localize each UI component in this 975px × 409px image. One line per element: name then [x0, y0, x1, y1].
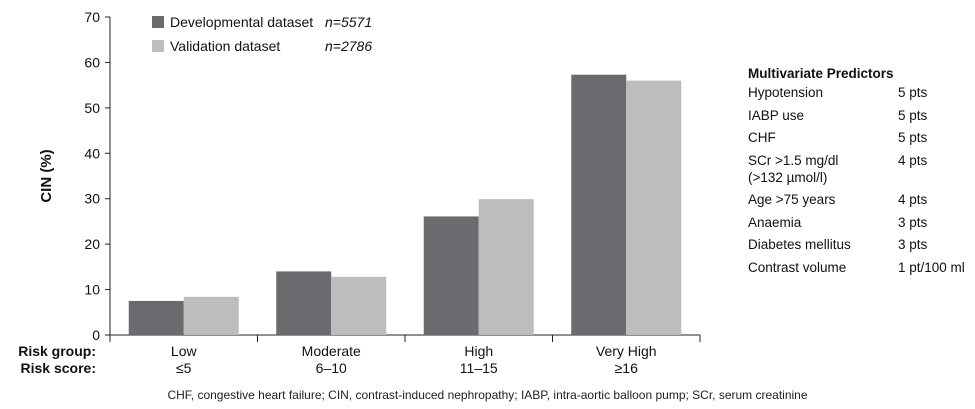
predictor-row: Contrast volume 1 pt/100 ml [748, 259, 975, 276]
x-risk-score-label: 6–10 [316, 360, 347, 376]
predictor-points: 5 pts [898, 130, 928, 145]
predictor-row: IABP use 5 pts [748, 107, 975, 124]
legend-label: Developmental dataset [170, 14, 313, 30]
legend-n-label: n=5571 [325, 14, 372, 30]
x-risk-score-label: 11–15 [460, 360, 498, 376]
bar-developmental [423, 216, 479, 335]
predictor-name: Anaemia [748, 214, 802, 230]
y-tick-label: 60 [84, 54, 100, 70]
predictor-points: 4 pts [898, 192, 928, 207]
bar-developmental [571, 74, 627, 336]
bar-developmental [276, 271, 332, 335]
predictor-points: 4 pts [898, 152, 928, 168]
predictor-row: Age >75 years 4 pts [748, 191, 975, 208]
predictor-row: CHF 5 pts [748, 129, 975, 146]
y-tick-label: 70 [84, 9, 100, 25]
predictor-points: 1 pt/100 ml [898, 259, 965, 275]
bar-validation [478, 199, 534, 335]
predictor-points: 3 pts [898, 237, 928, 252]
bar-validation [626, 80, 682, 335]
predictor-name: SCr >1.5 mg/dl (>132 µmol/l) [748, 152, 839, 185]
bar-developmental [128, 300, 184, 335]
predictor-row: Anaemia 3 pts [748, 214, 975, 231]
predictor-name: Diabetes mellitus [748, 237, 851, 252]
predictor-row: SCr >1.5 mg/dl (>132 µmol/l) 4 pts [748, 152, 975, 186]
x-category-label: Moderate [302, 343, 361, 359]
y-tick-label: 50 [84, 100, 100, 116]
predictor-row: Hypotension 5 pts [748, 84, 975, 101]
x-risk-score-label: ≤5 [176, 360, 192, 376]
legend-label: Validation dataset [170, 38, 280, 54]
x-category-label: Low [171, 343, 198, 359]
x-category-label: High [464, 343, 493, 359]
x-risk-score-label: ≥16 [615, 360, 638, 376]
risk-score-row-label: Risk score: [21, 360, 96, 376]
predictor-name: Contrast volume [748, 259, 847, 275]
predictor-points: 3 pts [898, 214, 928, 230]
predictor-name: Hypotension [748, 85, 824, 100]
predictors-title: Multivariate Predictors [748, 66, 894, 81]
y-tick-label: 0 [92, 327, 100, 343]
legend-swatch [152, 16, 164, 28]
legend-n-label: n=2786 [325, 38, 372, 54]
predictor-name: IABP use [748, 107, 805, 123]
risk-group-row-label: Risk group: [18, 343, 96, 359]
footnote: CHF, congestive heart failure; CIN, cont… [167, 388, 808, 402]
legend-swatch [152, 40, 164, 52]
predictor-row: Diabetes mellitus 3 pts [748, 236, 975, 253]
y-tick-label: 30 [84, 191, 100, 207]
predictor-points: 5 pts [898, 107, 928, 123]
predictor-name: Age >75 years [748, 192, 836, 207]
bar-validation [183, 296, 239, 335]
bar-validation [331, 276, 387, 335]
predictor-name: CHF [748, 130, 776, 145]
predictor-points: 5 pts [898, 85, 928, 100]
multivariate-predictors-panel: Multivariate Predictors Hypotension 5 pt… [748, 66, 975, 281]
x-category-label: Very High [596, 343, 657, 359]
y-tick-label: 40 [84, 145, 100, 161]
y-axis-label: CIN (%) [38, 149, 55, 202]
y-tick-label: 10 [84, 282, 100, 298]
y-tick-label: 20 [84, 236, 100, 252]
